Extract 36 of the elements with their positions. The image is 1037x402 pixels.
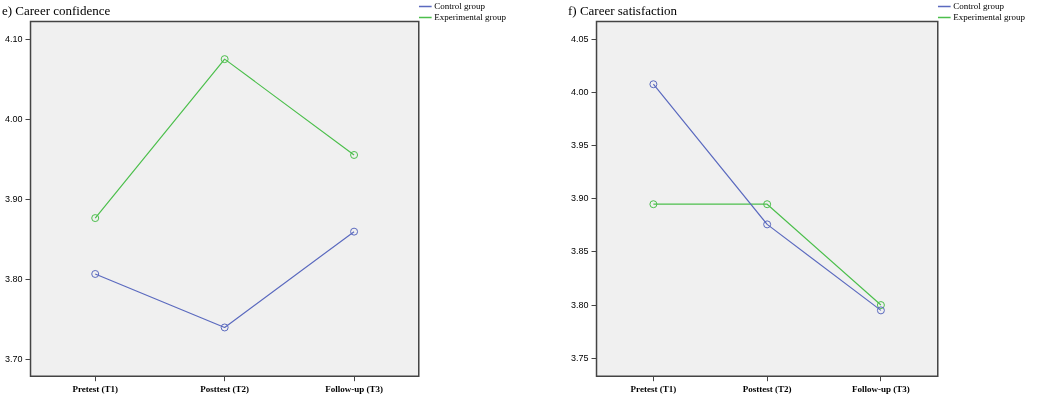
x-tick-label: Follow-up (T3) — [852, 383, 910, 394]
y-tick-label: 4.00 — [570, 87, 589, 98]
point — [350, 227, 359, 236]
x-tick-label: Posttest (T2) — [200, 383, 250, 394]
y-tick-label: 3.90 — [4, 194, 23, 205]
point — [763, 200, 772, 209]
point — [649, 80, 658, 89]
chart-title: f) Career satisfaction — [568, 3, 678, 19]
y-tick-label: 3.80 — [570, 299, 589, 310]
point — [91, 269, 100, 278]
point — [763, 220, 772, 229]
y-tick-label: 3.75 — [570, 352, 589, 363]
point — [649, 200, 658, 209]
point — [91, 214, 100, 223]
legend-label: Experimental group — [434, 11, 507, 22]
y-tick-label: 3.80 — [4, 274, 23, 285]
y-tick-label: 4.05 — [570, 34, 589, 45]
y-tick-label: 4.00 — [4, 114, 23, 125]
y-tick-label: 3.90 — [570, 193, 589, 204]
legend-label: Control group — [953, 0, 1005, 11]
chart-title: e) Career confidence — [2, 3, 111, 19]
point — [876, 306, 885, 315]
point — [220, 323, 229, 332]
y-tick-label: 3.95 — [570, 140, 589, 151]
x-tick-label: Follow-up (T3) — [325, 383, 383, 394]
point — [876, 301, 885, 310]
y-tick-label: 4.10 — [4, 34, 23, 45]
y-tick-label: 3.85 — [570, 246, 589, 257]
legend-label: Experimental group — [953, 11, 1026, 22]
point — [220, 55, 229, 64]
legend-label: Control group — [434, 0, 486, 11]
x-tick-label: Pretest (T1) — [630, 383, 677, 394]
y-tick-label: 3.70 — [4, 353, 23, 364]
x-tick-label: Pretest (T1) — [72, 383, 119, 394]
x-tick-label: Posttest (T2) — [742, 383, 792, 394]
point — [350, 150, 359, 159]
